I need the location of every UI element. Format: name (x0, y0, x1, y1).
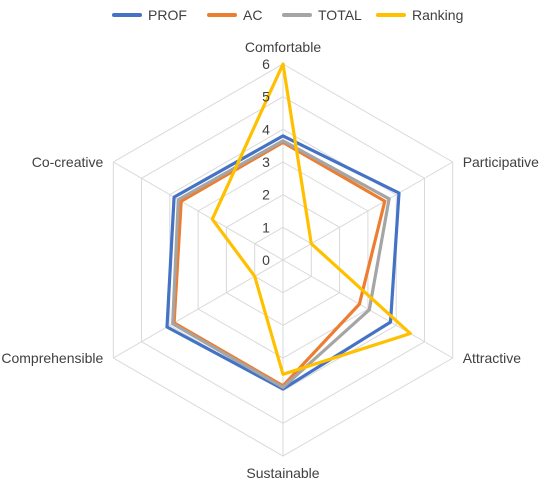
legend-label-total: TOTAL (318, 7, 362, 23)
axis-label-comfortable: Comfortable (245, 39, 321, 55)
chart-legend: PROF AC TOTAL Ranking (0, 4, 550, 26)
legend-item-total: TOTAL (282, 4, 362, 26)
axis-label-sustainable: Sustainable (246, 465, 319, 481)
axis-label-attractive: Attractive (463, 350, 522, 366)
radial-tick-label-2: 2 (262, 187, 270, 203)
radial-tick-label-4: 4 (262, 121, 270, 137)
radial-tick-label-6: 6 (262, 56, 270, 72)
series-line-ranking (210, 62, 412, 376)
grid-spoke-6 (113, 161, 284, 261)
legend-swatch-ranking (376, 13, 406, 17)
legend-label-prof: PROF (148, 7, 187, 23)
series-line-total (171, 139, 391, 389)
axis-label-co-creative: Co-creative (32, 154, 104, 170)
legend-swatch-ac (207, 13, 237, 17)
axis-label-comprehensible: Comprehensible (1, 350, 103, 366)
legend-swatch-total (282, 13, 312, 17)
radial-tick-label-0: 0 (262, 252, 270, 268)
radial-tick-label-1: 1 (262, 219, 270, 235)
radial-tick-label-3: 3 (262, 154, 270, 170)
legend-label-ac: AC (243, 7, 263, 23)
legend-label-ranking: Ranking (412, 7, 464, 23)
legend-swatch-prof (112, 13, 142, 17)
legend-item-ac: AC (207, 4, 262, 26)
series-line-prof (165, 134, 401, 391)
radial-tick-label-5: 5 (262, 89, 270, 105)
axis-label-participative: Participative (463, 154, 539, 170)
legend-item-ranking: Ranking (376, 4, 463, 26)
radar-series (165, 62, 412, 391)
radar-grid (112, 63, 454, 457)
legend-item-prof: PROF (112, 4, 187, 26)
